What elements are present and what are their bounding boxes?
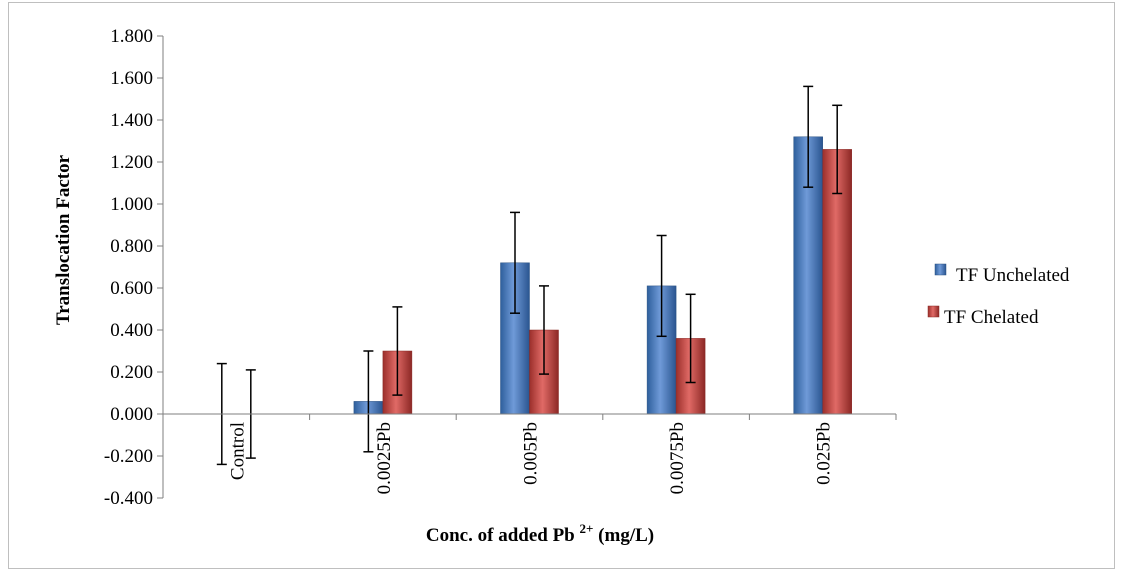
y-axis: -0.400 -0.200 0.000 0.200 0.400 0.600 0.800 1.0… — [104, 26, 164, 509]
y-tick-label: 1.200 — [110, 152, 153, 173]
y-axis-title: Translocation Factor — [53, 154, 74, 325]
y-tick-label: 0.400 — [110, 320, 153, 341]
error-bars — [216, 85, 843, 466]
y-tick-label: -0.400 — [104, 488, 153, 509]
legend-label: TF Unchelated — [956, 265, 1070, 286]
x-axis-title-sup: 2+ — [580, 521, 594, 536]
x-tick-label: 0.0025Pb — [374, 422, 395, 494]
chart-frame — [8, 2, 1115, 569]
x-axis: Control 0.0025Pb 0.005Pb 0.0075Pb 0.025Pb — [162, 413, 897, 494]
y-tick-label: 1.600 — [110, 68, 153, 89]
y-tick-label: -0.200 — [104, 446, 153, 467]
x-tick-label: Control — [227, 422, 248, 480]
legend-swatch — [934, 263, 947, 276]
bars — [353, 136, 852, 415]
y-tick-label: 0.200 — [110, 362, 153, 383]
legend-label: TF Chelated — [944, 307, 1039, 328]
x-axis-title-main: Conc. of added Pb — [426, 525, 580, 546]
y-tick-label: 0.600 — [110, 278, 153, 299]
y-tick-label: 0.000 — [110, 404, 153, 425]
x-tick-label: 0.0075Pb — [667, 422, 688, 494]
x-axis-title: Conc. of added Pb 2+ (mg/L) — [426, 521, 654, 546]
x-axis-title-tail: (mg/L) — [593, 525, 654, 546]
legend: TF Unchelated TF Chelated — [927, 263, 1070, 328]
y-tick-label: 1.400 — [110, 110, 153, 131]
y-tick-label: 0.800 — [110, 236, 153, 257]
x-tick-label: 0.025Pb — [814, 422, 835, 485]
legend-swatch — [927, 305, 940, 318]
y-tick-label: 1.000 — [110, 194, 153, 215]
x-tick-label: 0.005Pb — [521, 422, 542, 485]
y-tick-label: 1.800 — [110, 26, 153, 47]
